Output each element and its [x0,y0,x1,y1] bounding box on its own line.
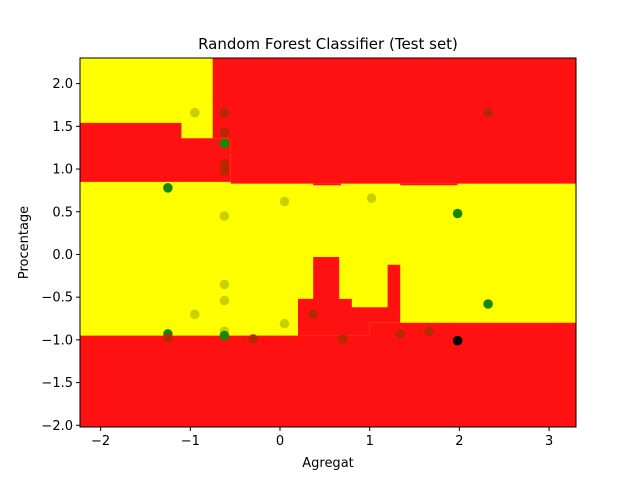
y-axis: −2.0 −1.5 −1.0 −0.5 0.0 0.5 1.0 1.5 2.0 [41,77,80,434]
data-point [219,107,230,118]
data-point [424,326,434,337]
data-point [190,107,200,118]
chart-title: Random Forest Classifier (Test set) [198,35,458,53]
y-axis-label: Procentage [17,206,32,279]
data-point [219,211,230,221]
scatter-points [163,107,493,346]
data-point [279,318,290,329]
data-point [190,309,200,320]
y-tick-label: 1.0 [52,163,73,178]
data-point [483,299,493,309]
region-class-0-4 [313,183,341,186]
data-point [219,295,230,306]
x-tick-label: 2 [455,434,463,449]
y-tick-label: −2.0 [41,419,73,434]
plot-frame [79,57,577,428]
data-point [279,196,290,207]
data-point [308,309,319,320]
y-tick-label: 0.0 [52,248,73,263]
data-point [483,107,493,118]
x-axis: −2 −1 0 1 2 3 [91,427,553,449]
y-tick-label: 0.5 [52,205,73,220]
data-point [452,335,463,346]
data-point [163,183,173,193]
y-tick-label: 1.5 [52,120,73,135]
y-tick-label: 2.0 [52,77,73,92]
x-tick-label: −2 [91,434,110,449]
data-point [219,166,230,176]
data-point [338,334,348,344]
decision-regions [80,58,576,427]
region-class-0-3 [351,307,388,319]
data-point [219,330,230,341]
region-class-1-0 [80,58,576,336]
x-axis-label: Agregat [302,456,354,471]
x-tick-label: −1 [181,434,200,449]
data-point [219,159,230,169]
data-point [219,127,230,138]
data-point [163,333,173,344]
region-class-0-5 [400,183,458,186]
data-point [219,138,230,149]
data-point [452,208,463,219]
data-point [248,334,258,344]
x-tick-label: 1 [366,434,374,449]
x-tick-label: 0 [276,434,284,449]
data-point [219,279,230,290]
data-point [395,329,406,339]
data-point [366,193,377,203]
x-tick-label: 3 [545,434,553,449]
y-tick-label: −1.0 [41,333,73,348]
y-tick-label: −0.5 [41,291,73,306]
region-class-0-1 [80,122,231,182]
y-tick-label: −1.5 [41,376,73,391]
